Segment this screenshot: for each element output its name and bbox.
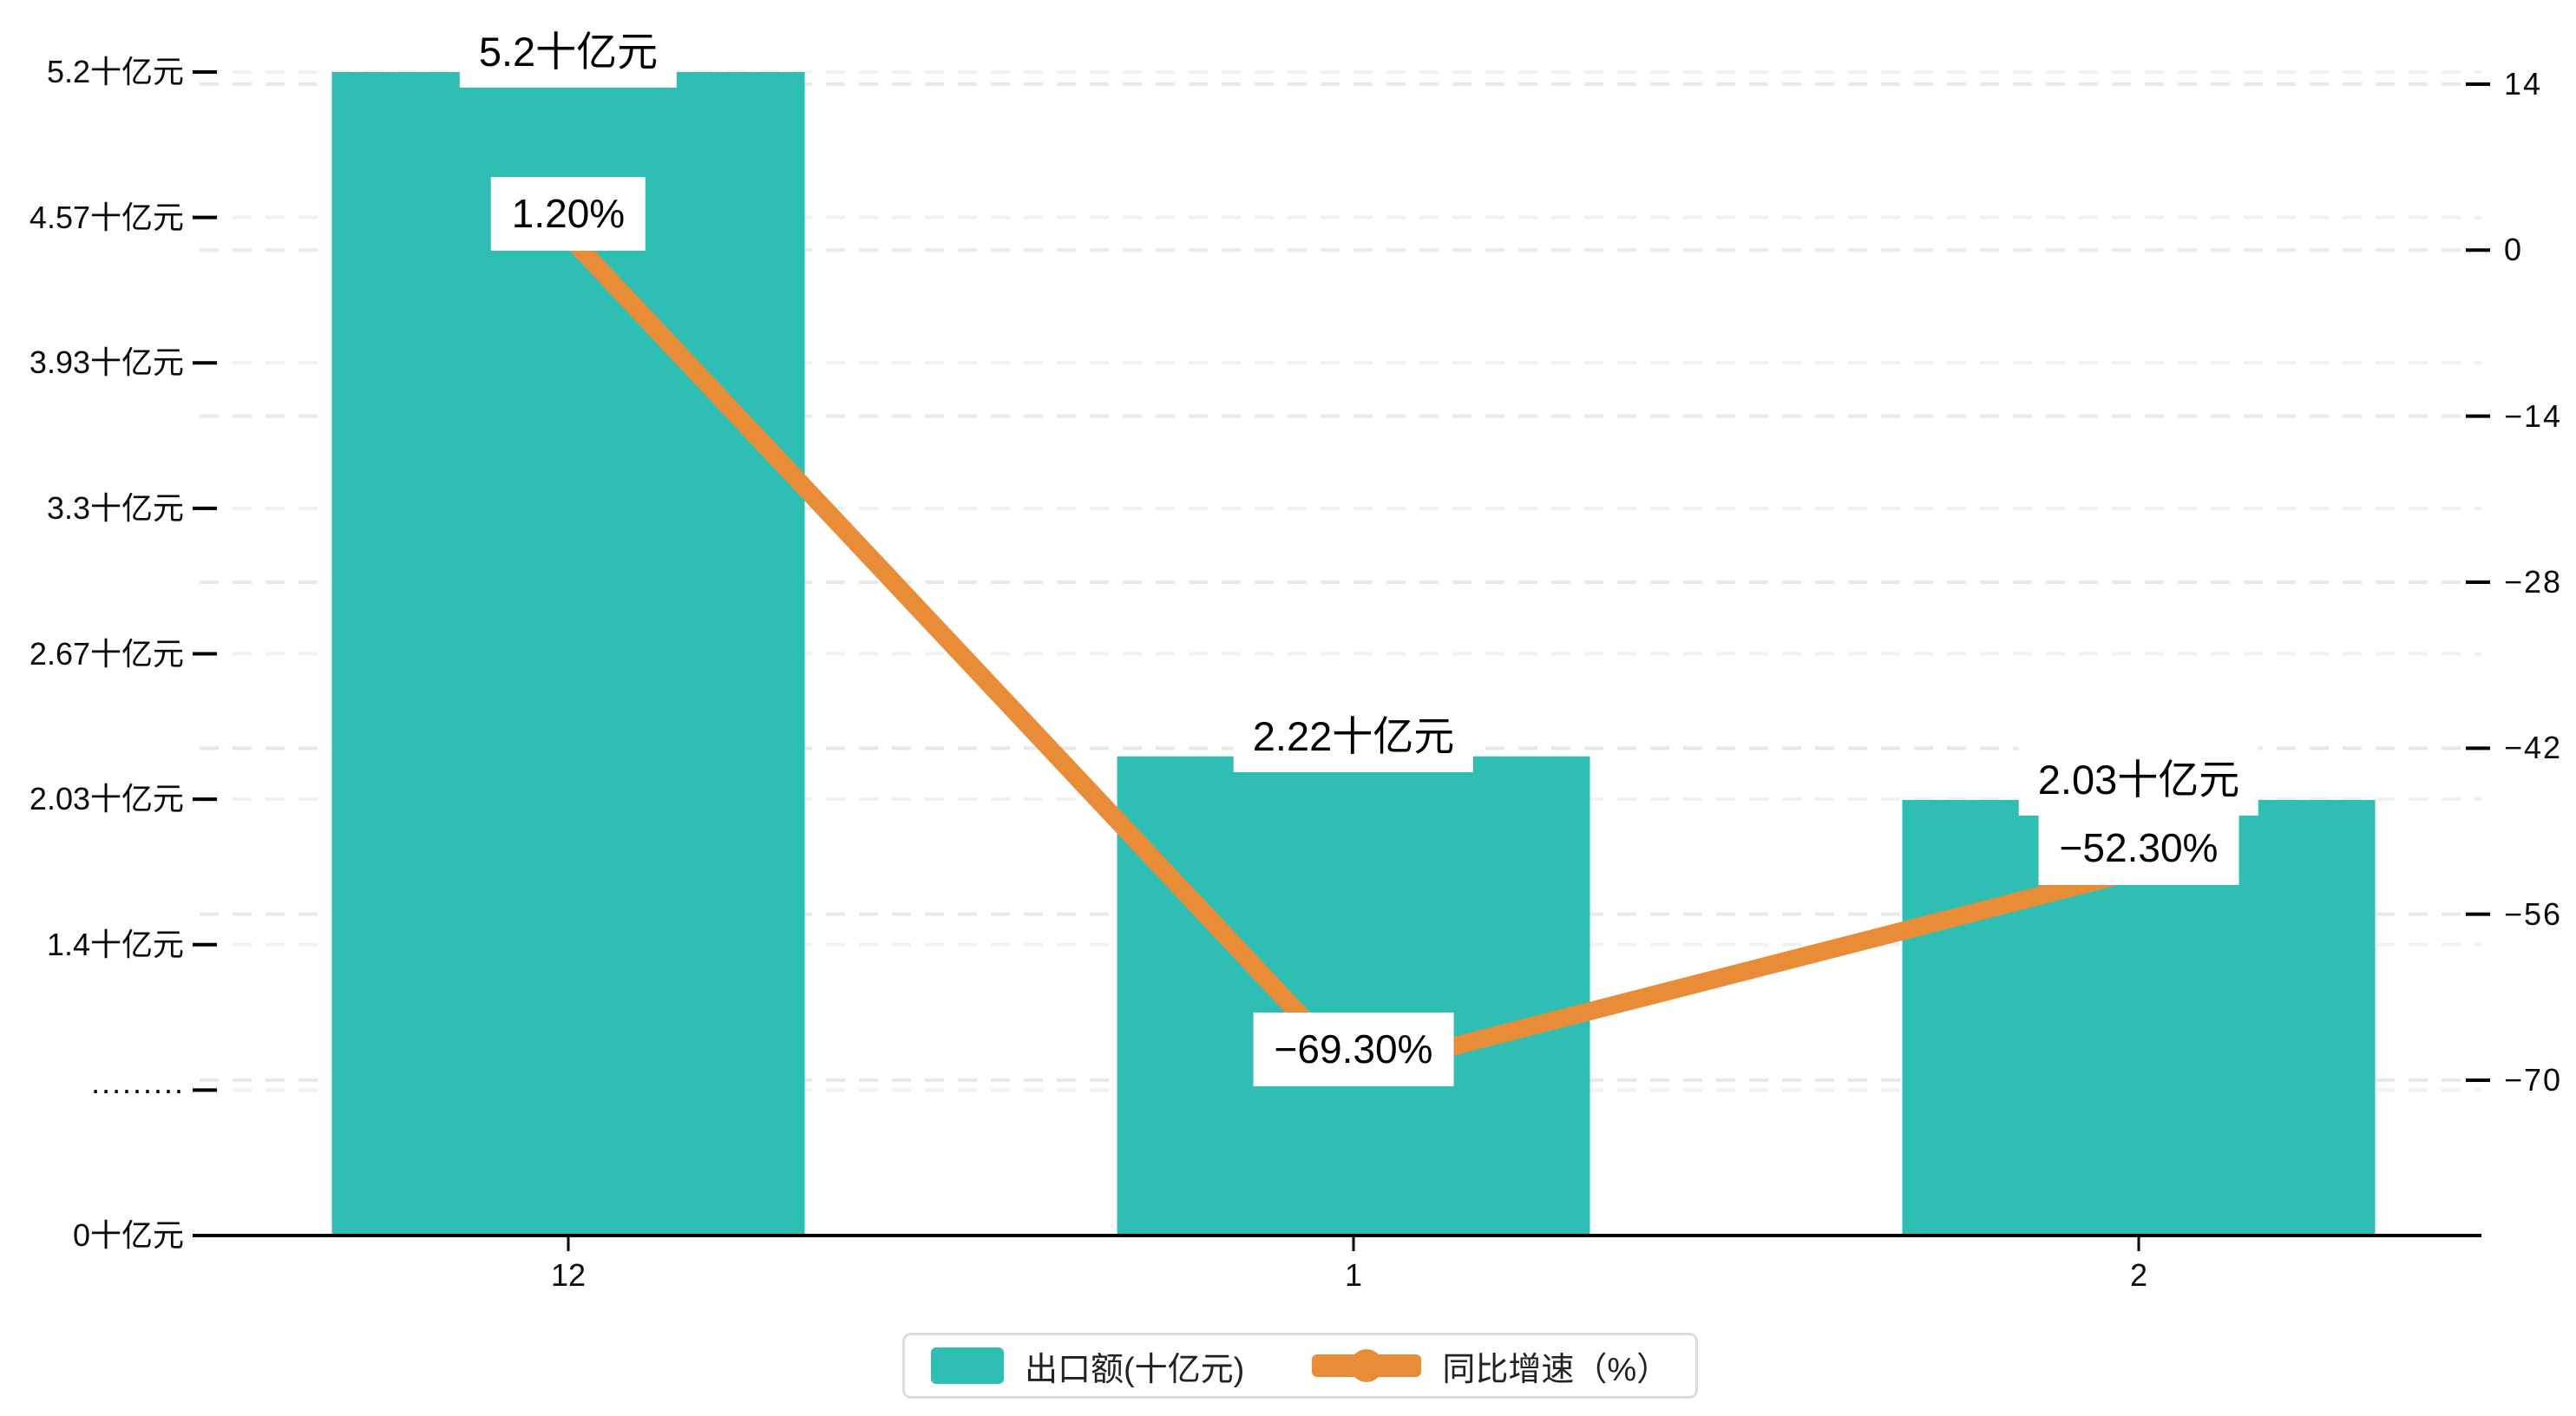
y-left-label-3: 3.3十亿元: [46, 489, 184, 526]
y-right-label-4: −42: [2504, 730, 2563, 766]
y-right-label-3: −28: [2504, 563, 2563, 600]
x-label-month-12: 12: [550, 1257, 587, 1293]
y-left-label-8: 0十亿元: [72, 1217, 184, 1253]
y-left-label-6: 1.4十亿元: [46, 926, 184, 962]
legend: 出口额(十亿元) 同比增速（%）: [902, 1333, 1699, 1399]
y-right-label-5: −56: [2504, 895, 2563, 932]
bar-value-label-12: 5.2十亿元: [459, 16, 678, 88]
growth-value-label-12: 1.20%: [490, 176, 646, 251]
bar-value-label-2: 2.03十亿元: [2018, 744, 2259, 816]
bar-month-1: [1117, 756, 1590, 1236]
bar-series-swatch: [931, 1347, 1004, 1384]
line-series-marker-icon: [1312, 1347, 1422, 1384]
legend-label-export: 出口额(十亿元): [1025, 1351, 1245, 1388]
bar-month-12: [331, 72, 805, 1236]
y-left-label-7: ·········: [90, 1072, 184, 1108]
growth-value-label-2: −52.30%: [2038, 811, 2239, 886]
x-label-month-2: 2: [2129, 1257, 2148, 1293]
x-label-month-1: 1: [1344, 1257, 1363, 1293]
bar-value-label-1: 2.22十亿元: [1233, 700, 1474, 772]
legend-item-export[interactable]: 出口额(十亿元): [931, 1342, 1244, 1390]
y-left-label-0: 5.2十亿元: [46, 54, 184, 89]
y-left-label-2: 3.93十亿元: [29, 344, 184, 381]
growth-value-label-1: −69.30%: [1253, 1013, 1454, 1087]
legend-label-growth: 同比增速（%）: [1442, 1351, 1670, 1388]
y-right-label-6: −70: [2504, 1061, 2563, 1098]
y-right-label-0: 14: [2504, 65, 2543, 102]
y-left-label-5: 2.03十亿元: [29, 781, 184, 817]
y-right-label-1: 0: [2504, 232, 2524, 268]
legend-item-growth[interactable]: 同比增速（%）: [1312, 1342, 1669, 1390]
y-left-label-4: 2.67十亿元: [29, 635, 184, 672]
y-left-label-1: 4.57十亿元: [29, 199, 184, 235]
y-right-label-2: −14: [2504, 397, 2563, 434]
